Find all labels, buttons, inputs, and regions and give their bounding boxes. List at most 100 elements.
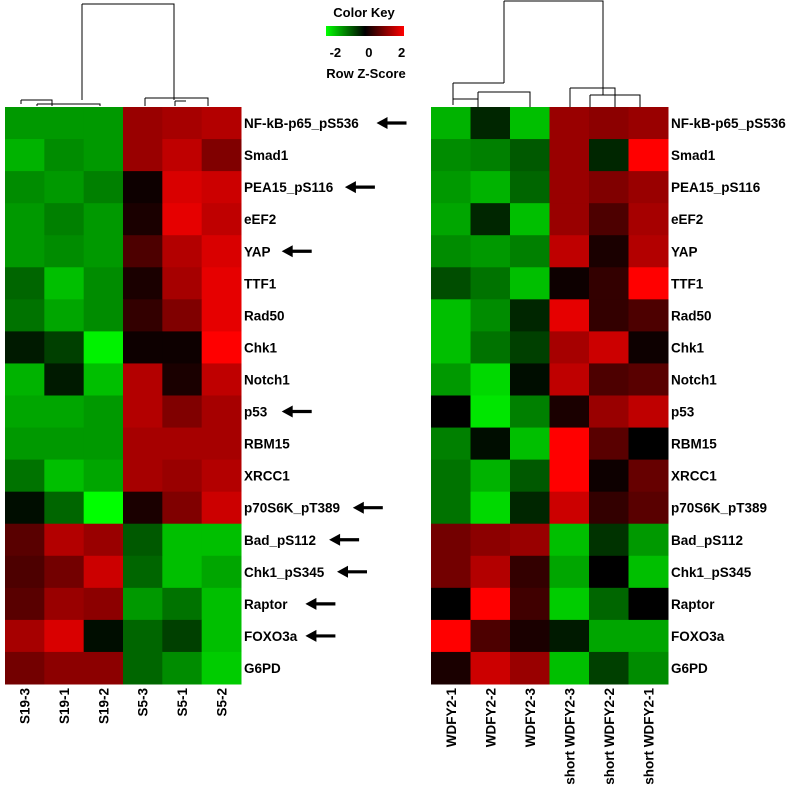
heatmap-cell [431,267,471,300]
color-key-tick: -2 [330,45,342,60]
heatmap-cell [470,235,511,268]
heatmap-cell [201,587,242,621]
heatmap-cell [162,619,203,653]
heatmap-cell [5,363,45,396]
column-label: S5-3 [136,688,151,717]
heatmap-cell [628,267,669,300]
heatmap-cell [431,363,471,396]
heatmap-cell [470,619,511,653]
heatmap-cell [83,203,124,236]
heatmap-cell [5,395,45,429]
heatmap-cell [123,171,163,204]
heatmap-cell [589,555,629,589]
heatmap-cell [123,619,163,653]
heatmap-cell [431,427,471,461]
row-label: p70S6K_pT389 [671,501,767,516]
row-label: Chk1 [244,340,278,355]
row-label: eEF2 [244,212,276,227]
row-arrow [281,245,312,258]
color-key-label: Row Z-Score [326,66,405,81]
heatmap-cell [431,331,471,364]
heatmap-cell [510,363,550,396]
heatmap-cell [589,523,629,557]
heatmap-cell [589,331,629,364]
heatmap-cell [628,395,669,429]
heatmap-cell [201,235,242,268]
heatmap-cell [628,139,669,172]
heatmap-cell [510,491,550,525]
heatmap-cell [470,363,511,396]
heatmap-cell [549,331,590,364]
heatmap-cell [123,427,163,461]
row-arrow [376,117,407,130]
heatmap-cell [549,299,590,332]
row-label: G6PD [244,661,281,676]
heatmap-cell [123,299,163,332]
heatmap-cell [589,171,629,204]
heatmap-cell [162,427,203,461]
row-label: FOXO3a [671,629,725,644]
heatmap-cell [431,619,471,653]
row-label: PEA15_pS116 [671,180,761,195]
heatmap-cell [5,299,45,332]
heatmap-cell [162,555,203,589]
heatmap-cell [549,555,590,589]
heatmap-cell [162,491,203,525]
heatmap-cell [83,459,124,493]
heatmap-cell [5,203,45,236]
heatmap-cell [510,171,550,204]
heatmap-cell [470,395,511,429]
heatmap-cell [5,619,45,653]
heatmap-cell [162,459,203,493]
heatmap-cell [83,555,124,589]
heatmap-cell [549,651,590,685]
row-label: TTF1 [671,276,704,291]
column-label: S5-2 [214,688,229,717]
row-label: p53 [244,405,268,420]
heatmap-cell [83,491,124,525]
row-label: XRCC1 [244,469,290,484]
heatmap-cell [5,459,45,493]
row-label: NF-kB-p65_pS536 [671,116,786,131]
row-arrow [337,565,367,578]
heatmap-cell [431,139,471,172]
heatmap-cell [123,107,163,140]
column-label: short WDFY2-2 [602,688,617,785]
heatmap-cell [201,523,242,557]
row-label: Raptor [671,597,715,612]
heatmap-cell [123,235,163,268]
heatmap-cell [201,459,242,493]
heatmap-cell [510,139,550,172]
heatmap-cell [83,363,124,396]
heatmap-cell [510,523,550,557]
heatmap-cell [201,427,242,461]
row-label: PEA15_pS116 [244,180,334,195]
heatmap-cell [431,395,471,429]
heatmap-cell [589,267,629,300]
row-label: NF-kB-p65_pS536 [244,116,359,131]
heatmap-cell [44,363,85,396]
row-label: G6PD [671,661,708,676]
heatmap-cell [431,523,471,557]
row-label: Bad_pS112 [244,533,316,548]
heatmap-cell [470,171,511,204]
heatmap-cell [431,555,471,589]
heatmap-cell [44,459,85,493]
heatmap-cell [628,619,669,653]
heatmap-cell [123,395,163,429]
heatmap-cell [549,395,590,429]
heatmap-cell [628,235,669,268]
row-label: YAP [244,244,271,259]
heatmap-cell [431,171,471,204]
heatmap-cell [510,235,550,268]
heatmap-cell [5,235,45,268]
heatmap-cell [628,523,669,557]
heatmap-cell [123,587,163,621]
heatmap-cell [44,139,85,172]
heatmap-cell [628,427,669,461]
heatmap-cell [44,523,85,557]
heatmap-cell [589,139,629,172]
heatmap-cell [589,363,629,396]
heatmap-cell [549,267,590,300]
heatmap-cell [162,235,203,268]
